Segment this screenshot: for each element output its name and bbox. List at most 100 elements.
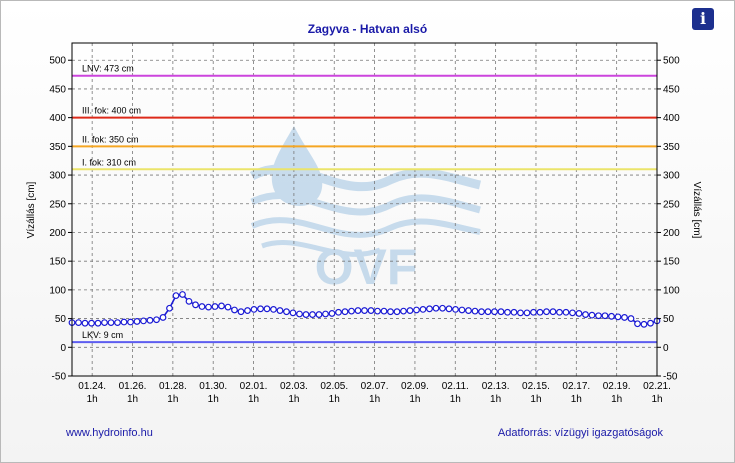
- data-point: [510, 308, 518, 316]
- y-tick-label-left: 250: [49, 199, 66, 210]
- data-point: [185, 297, 193, 305]
- y-tick-label-left: 200: [49, 228, 66, 239]
- y-tick-label-right: 150: [663, 257, 680, 268]
- x-tick-label-date: 02.11.: [442, 381, 469, 392]
- data-point: [562, 308, 570, 316]
- y-axis-label-right: Vízállás [cm]: [691, 182, 702, 239]
- data-point: [458, 306, 466, 314]
- data-point: [380, 307, 388, 315]
- y-tick-label-right: 400: [663, 113, 680, 124]
- data-point: [595, 312, 602, 320]
- x-tick-label-time: 1h: [208, 394, 219, 405]
- data-point: [159, 314, 167, 321]
- data-point: [471, 307, 479, 315]
- y-tick-label-right: 450: [663, 84, 680, 95]
- data-point: [179, 291, 186, 298]
- y-tick-label-right: 350: [663, 142, 680, 153]
- data-point: [341, 308, 349, 316]
- data-point: [81, 319, 89, 327]
- y-tick-label-right: 100: [663, 285, 680, 296]
- data-point: [432, 304, 440, 312]
- x-tick-label-time: 1h: [651, 394, 662, 405]
- data-point: [582, 311, 589, 318]
- data-point: [107, 319, 115, 327]
- data-point: [75, 319, 82, 327]
- data-point: [205, 303, 212, 311]
- x-tick-label-time: 1h: [530, 394, 541, 405]
- data-point: [367, 307, 375, 314]
- data-point: [335, 308, 342, 316]
- data-point: [465, 307, 472, 314]
- y-tick-label-left: -50: [52, 372, 67, 383]
- data-point: [166, 304, 173, 312]
- data-point: [400, 307, 407, 315]
- data-point: [348, 307, 355, 315]
- threshold-label: LKV: 9 cm: [82, 330, 123, 340]
- x-tick-label-time: 1h: [127, 394, 138, 405]
- x-tick-label-date: 01.24.: [78, 381, 106, 392]
- data-point: [302, 311, 310, 318]
- x-tick-label-time: 1h: [248, 394, 259, 405]
- footer-data-source: Adatforrás: vízügyi igazgatóságok: [497, 427, 663, 439]
- data-point: [101, 319, 108, 327]
- data-point: [543, 308, 550, 316]
- data-point: [426, 305, 433, 313]
- x-tick-label-date: 01.28.: [159, 381, 187, 392]
- y-tick-label-left: 0: [60, 343, 66, 354]
- watermark-text: OVF: [315, 239, 418, 295]
- x-tick-label-date: 02.05.: [320, 381, 348, 392]
- x-tick-label-date: 02.03.: [280, 381, 308, 392]
- data-point: [146, 316, 154, 324]
- data-point: [231, 306, 238, 314]
- x-tick-label-date: 02.07.: [361, 381, 389, 392]
- data-point: [497, 308, 505, 316]
- x-tick-label-date: 02.21.: [643, 381, 671, 392]
- data-point: [198, 303, 206, 310]
- data-point: [127, 318, 134, 326]
- data-point: [354, 307, 362, 314]
- axes: -50 -50 0 0 50 50 100 100 150 150 200 200 250 250 300 3…: [49, 42, 680, 405]
- threshold-label: LNV: 473 cm: [82, 64, 134, 74]
- y-tick-label-right: 200: [663, 228, 680, 239]
- x-tick-label-date: 02.19.: [603, 381, 631, 392]
- data-point: [140, 317, 147, 325]
- data-point: [361, 307, 368, 314]
- data-point: [627, 315, 635, 322]
- y-tick-label-left: 450: [49, 84, 66, 95]
- data-point: [439, 304, 446, 312]
- info-icon[interactable]: i: [692, 8, 714, 30]
- x-tick-label-time: 1h: [288, 394, 299, 405]
- x-tick-label-date: 02.09.: [401, 381, 429, 392]
- data-point: [374, 307, 381, 315]
- data-point: [257, 305, 264, 313]
- data-point: [224, 303, 232, 311]
- data-point: [536, 308, 544, 316]
- data-point: [250, 306, 258, 313]
- data-point: [393, 308, 401, 316]
- data-point: [263, 305, 271, 313]
- y-tick-label-right: -50: [663, 372, 678, 383]
- data-point: [114, 319, 121, 327]
- data-point: [88, 319, 95, 327]
- threshold-label: III. fok: 400 cm: [82, 106, 141, 116]
- y-tick-label-left: 50: [55, 314, 67, 325]
- y-tick-label-right: 500: [663, 56, 680, 67]
- data-point: [608, 312, 615, 320]
- data-point: [478, 308, 485, 316]
- threshold-lines: LNV: 473 cm III. fok: 400 cm II. fok: 350 …: [72, 64, 657, 344]
- footer-website-link[interactable]: www.hydroinfo.hu: [66, 427, 153, 439]
- plot-border: [71, 42, 658, 377]
- data-point: [504, 308, 511, 316]
- threshold-label: I. fok: 310 cm: [82, 157, 136, 167]
- data-point: [601, 312, 609, 320]
- y-tick-label-left: 400: [49, 113, 66, 124]
- y-tick-label-left: 350: [49, 142, 66, 153]
- data-point: [270, 306, 277, 313]
- data-point: [614, 313, 622, 321]
- x-tick-label-time: 1h: [329, 394, 340, 405]
- x-tick-label-date: 01.30.: [199, 381, 227, 392]
- data-point: [237, 308, 245, 316]
- data-point: [647, 319, 654, 327]
- x-tick-label-date: 02.01.: [240, 381, 268, 392]
